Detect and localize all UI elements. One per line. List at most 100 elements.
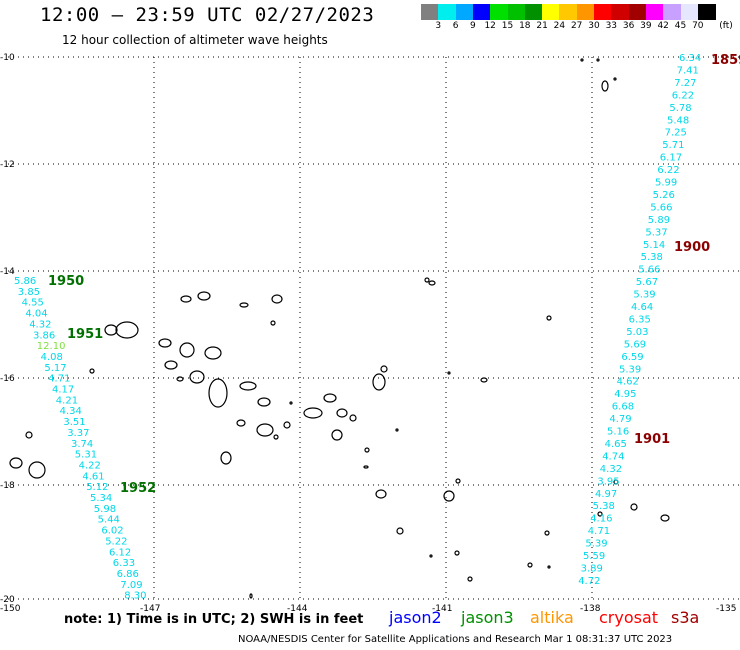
swh-value-right: 6.22 [672,90,694,101]
island-outline [303,407,323,419]
island-outline [283,421,291,429]
island-outline [601,80,609,92]
scale-swatch [594,4,612,20]
scale-label: 33 [605,21,618,31]
swh-value-left: 4.21 [56,395,78,406]
scale-swatch [576,4,595,20]
lon-label: -144 [287,604,308,614]
island-outline [180,295,192,303]
scale-label: 30 [588,21,600,31]
swh-value-left: 5.22 [105,536,127,547]
swh-value-left: 6.02 [101,526,123,537]
page-title: 12:00 – 23:59 UTC 02/27/2023 [40,4,375,26]
scale-label: 24 [553,21,566,31]
island-outline [256,423,274,437]
island-outline [197,291,211,301]
swh-value-right: 6.68 [612,402,634,413]
island-outline [9,457,23,469]
scale-swatch [524,4,543,20]
scale-swatch [507,4,526,20]
scale-swatch [438,4,457,20]
track-time-label: 1951 [67,327,103,342]
island-outline [424,277,430,283]
satellite-legend-altika: altika [530,608,574,627]
scale-swatch [490,4,508,20]
track-time-label: 1901 [634,432,670,447]
swh-value-left: 4.32 [29,319,51,330]
swh-value-right: 4.71 [588,526,610,537]
satellite-legend-s3a: s3a [671,608,700,627]
swh-value-right: 4.65 [605,439,627,450]
swh-value-left: 3.51 [63,417,85,428]
satellite-legend-jason2: jason2 [389,608,442,627]
swh-value-left: 4.17 [52,385,74,396]
swh-value-right: 3.89 [581,563,603,574]
swh-value-right: 5.59 [583,551,605,562]
lat-label: -14 [0,267,15,277]
swh-value-left: 6.86 [117,569,139,580]
scale-label: 3 [435,21,442,31]
island-outline [480,377,488,383]
swh-value-right: 4.79 [609,414,631,425]
scale-swatch [663,4,681,20]
swh-value-right: 4.62 [617,377,639,388]
scale-swatch [645,4,664,20]
island-outline [375,489,387,499]
lat-label: -16 [0,374,15,384]
island-outline [331,429,343,441]
swh-value-left: 4.34 [60,406,82,417]
scale-label: 9 [470,21,476,31]
swh-value-right: 5.48 [667,115,689,126]
island-outline [89,368,95,374]
island-outline [273,434,279,440]
scale-swatch [455,4,474,20]
island-outline [257,397,271,407]
swh-value-right: 4.32 [600,464,622,475]
island-outline [270,320,276,326]
swh-value-right: 5.66 [650,202,672,213]
lat-label: -10 [0,53,15,63]
swh-value-right: 4.97 [595,489,617,500]
swh-value-left: 8.30 [124,591,146,602]
scale-label: 39 [640,21,652,31]
island-outline [25,431,33,439]
swh-value-right: 5.66 [638,265,660,276]
island-outline [239,381,257,391]
swh-value-left: 6.33 [113,558,135,569]
swh-value-right: 6.17 [660,153,682,164]
swh-value-right: 5.39 [619,364,641,375]
island-outline [336,408,348,418]
credit-line: NOAA/NESDIS Center for Satellite Applica… [238,634,673,645]
swh-value-right: 7.41 [677,65,699,76]
island-outline [527,562,533,568]
island-outline [179,342,195,358]
scale-label: 70 [692,21,704,31]
island-outline [164,360,178,370]
island-outline [428,280,436,286]
swh-value-right: 5.38 [593,501,615,512]
lon-label: -138 [580,604,601,614]
scale-swatch [559,4,578,20]
swh-value-right: 5.71 [662,140,684,151]
swh-value-left: 5.98 [94,504,116,515]
island-outline [372,373,386,391]
scale-swatch [472,4,491,20]
swh-value-right: 5.37 [645,227,667,238]
swh-value-right: 5.38 [641,252,663,263]
footnote: note: 1) Time is in UTC; 2) SWH is in fe… [64,612,364,627]
island-outline [204,346,222,360]
island-outline [364,447,370,453]
scale-label: 42 [657,21,669,31]
swh-value-left: 4.55 [22,298,44,309]
scale-label: 36 [622,21,635,31]
swh-value-right: 7.25 [665,128,687,139]
island-outline [580,58,584,62]
swh-value-right: 5.89 [648,215,670,226]
island-outline [239,302,249,308]
swh-value-right: 3.95 [597,476,619,487]
swh-value-left: 6.12 [109,547,131,558]
scale-label: 45 [674,21,687,31]
swh-value-right: 6.59 [621,352,643,363]
swh-value-left: 5.86 [14,276,36,287]
